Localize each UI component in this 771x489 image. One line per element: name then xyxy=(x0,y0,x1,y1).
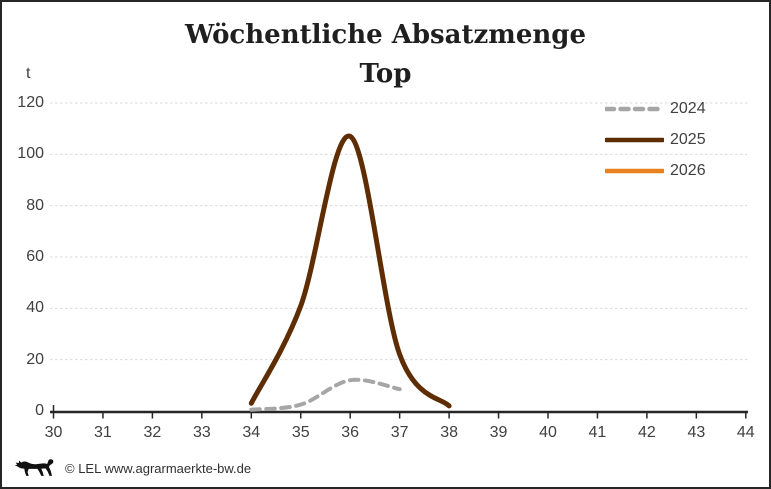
chart-title: Wöchentliche Absatzmenge Top xyxy=(2,16,769,94)
x-tick-label-39: 39 xyxy=(489,424,508,441)
y-tick-label-20: 20 xyxy=(26,350,44,368)
x-tick-label-41: 41 xyxy=(588,424,607,441)
y-tick-label-120: 120 xyxy=(17,94,44,111)
x-tick-label-37: 37 xyxy=(390,424,409,441)
legend-item-2024: 2024 xyxy=(605,99,706,119)
x-tick-label-30: 30 xyxy=(44,424,63,441)
legend-swatch-2024 xyxy=(605,106,664,112)
x-tick-label-31: 31 xyxy=(94,424,112,441)
y-tick-label-0: 0 xyxy=(35,402,44,419)
x-tick-label-33: 33 xyxy=(192,424,211,441)
x-tick-label-42: 42 xyxy=(637,424,656,441)
x-tick-label-35: 35 xyxy=(291,424,310,441)
y-tick-label-80: 80 xyxy=(26,196,44,214)
x-tick-label-32: 32 xyxy=(143,424,162,441)
x-tick-label-40: 40 xyxy=(539,424,557,441)
chart-title-line2: Top xyxy=(359,59,412,89)
legend-label-2024: 2024 xyxy=(670,100,706,117)
y-tick-label-60: 60 xyxy=(26,248,44,265)
legend-item-2025: 2025 xyxy=(605,130,706,150)
x-tick-label-38: 38 xyxy=(440,424,458,441)
y-axis-unit-label: t xyxy=(26,65,31,82)
y-tick-label-40: 40 xyxy=(26,299,44,317)
legend-swatch-2026 xyxy=(605,168,664,174)
x-tick-label-36: 36 xyxy=(341,424,360,441)
legend: 2024 2025 2026 xyxy=(605,99,706,192)
chart-title-line1: Wöchentliche Absatzmenge xyxy=(185,20,586,50)
x-tick-label-44: 44 xyxy=(736,424,755,441)
bw-lion-logo-icon xyxy=(14,459,54,476)
footer-credit-text: © LEL www.agrarmaerkte-bw.de xyxy=(65,460,252,476)
x-tick-label-43: 43 xyxy=(687,424,706,441)
legend-item-2026: 2026 xyxy=(605,161,706,181)
x-tick-label-34: 34 xyxy=(242,424,261,441)
series-line-2024 xyxy=(249,377,402,412)
series-line-2025 xyxy=(248,133,452,409)
footer: © LEL www.agrarmaerkte-bw.de xyxy=(14,458,251,478)
legend-label-2026: 2026 xyxy=(670,162,706,179)
legend-swatch-2025 xyxy=(605,137,664,143)
y-tick-label-100: 100 xyxy=(17,145,44,163)
legend-label-2025: 2025 xyxy=(670,131,706,148)
